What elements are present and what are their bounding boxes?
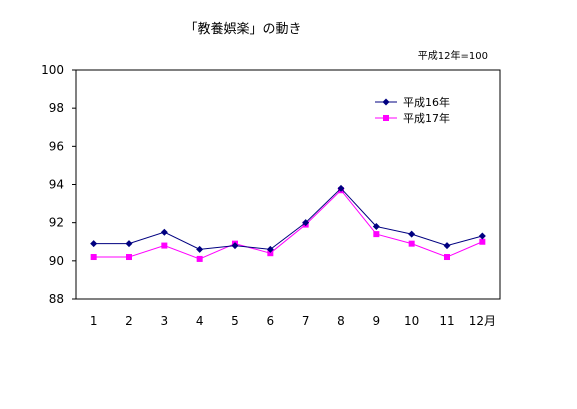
data-point xyxy=(231,242,239,250)
base-year-note: 平成12年=100 xyxy=(418,49,488,62)
legend-label: 平成17年 xyxy=(403,111,450,125)
data-point xyxy=(478,232,486,240)
data-point xyxy=(267,250,274,257)
x-tick-label: 4 xyxy=(196,314,204,328)
y-tick-label: 100 xyxy=(41,63,64,77)
series-1 xyxy=(90,184,486,253)
y-tick-label: 96 xyxy=(49,139,64,153)
y-tick-label: 98 xyxy=(49,101,64,115)
legend-item: 平成16年 xyxy=(375,95,450,109)
x-tick-label: 8 xyxy=(337,314,345,328)
y-tick-label: 94 xyxy=(49,178,64,192)
series-line xyxy=(93,187,483,250)
x-tick-label: 7 xyxy=(302,314,310,328)
series-layer xyxy=(90,184,486,262)
x-tick-label: 11 xyxy=(439,314,454,328)
y-tick-label: 90 xyxy=(49,254,64,268)
legend-marker xyxy=(382,98,390,106)
x-tick-label: 5 xyxy=(231,314,239,328)
data-point xyxy=(196,245,204,253)
data-point xyxy=(126,254,132,261)
series-line xyxy=(93,189,483,260)
data-point xyxy=(337,184,345,192)
x-tick-label: 9 xyxy=(373,314,381,328)
x-tick-label: 3 xyxy=(161,314,169,328)
data-point xyxy=(443,242,451,250)
data-point xyxy=(444,254,450,261)
x-tick-label: 12月 xyxy=(469,314,496,328)
series-2 xyxy=(90,187,486,262)
y-axis: 88 90 92 94 96 98 100 xyxy=(41,63,76,306)
data-point xyxy=(160,228,168,236)
data-point xyxy=(408,240,415,247)
data-point xyxy=(90,240,98,248)
data-point xyxy=(196,255,203,262)
x-tick-label: 10 xyxy=(404,314,419,328)
legend-marker xyxy=(383,115,389,121)
data-point xyxy=(372,222,380,230)
x-tick-label: 6 xyxy=(267,314,275,328)
data-point xyxy=(90,254,97,261)
data-point xyxy=(479,238,486,245)
data-point xyxy=(125,240,133,248)
data-point xyxy=(161,242,168,249)
data-point xyxy=(302,219,310,227)
chart-title: 「教養娯楽」の動き xyxy=(184,21,301,37)
data-point xyxy=(373,231,380,238)
data-point xyxy=(266,245,274,253)
y-tick-label: 92 xyxy=(49,216,64,230)
data-point xyxy=(408,230,416,238)
legend-item: 平成17年 xyxy=(375,111,450,125)
legend-label: 平成16年 xyxy=(403,95,450,109)
x-tick-label: 2 xyxy=(125,314,133,328)
y-tick-label: 88 xyxy=(49,292,64,306)
x-axis: 1 2 3 4 5 6 7 8 9 10 11 12月 xyxy=(90,314,496,328)
x-tick-label: 1 xyxy=(90,314,98,328)
